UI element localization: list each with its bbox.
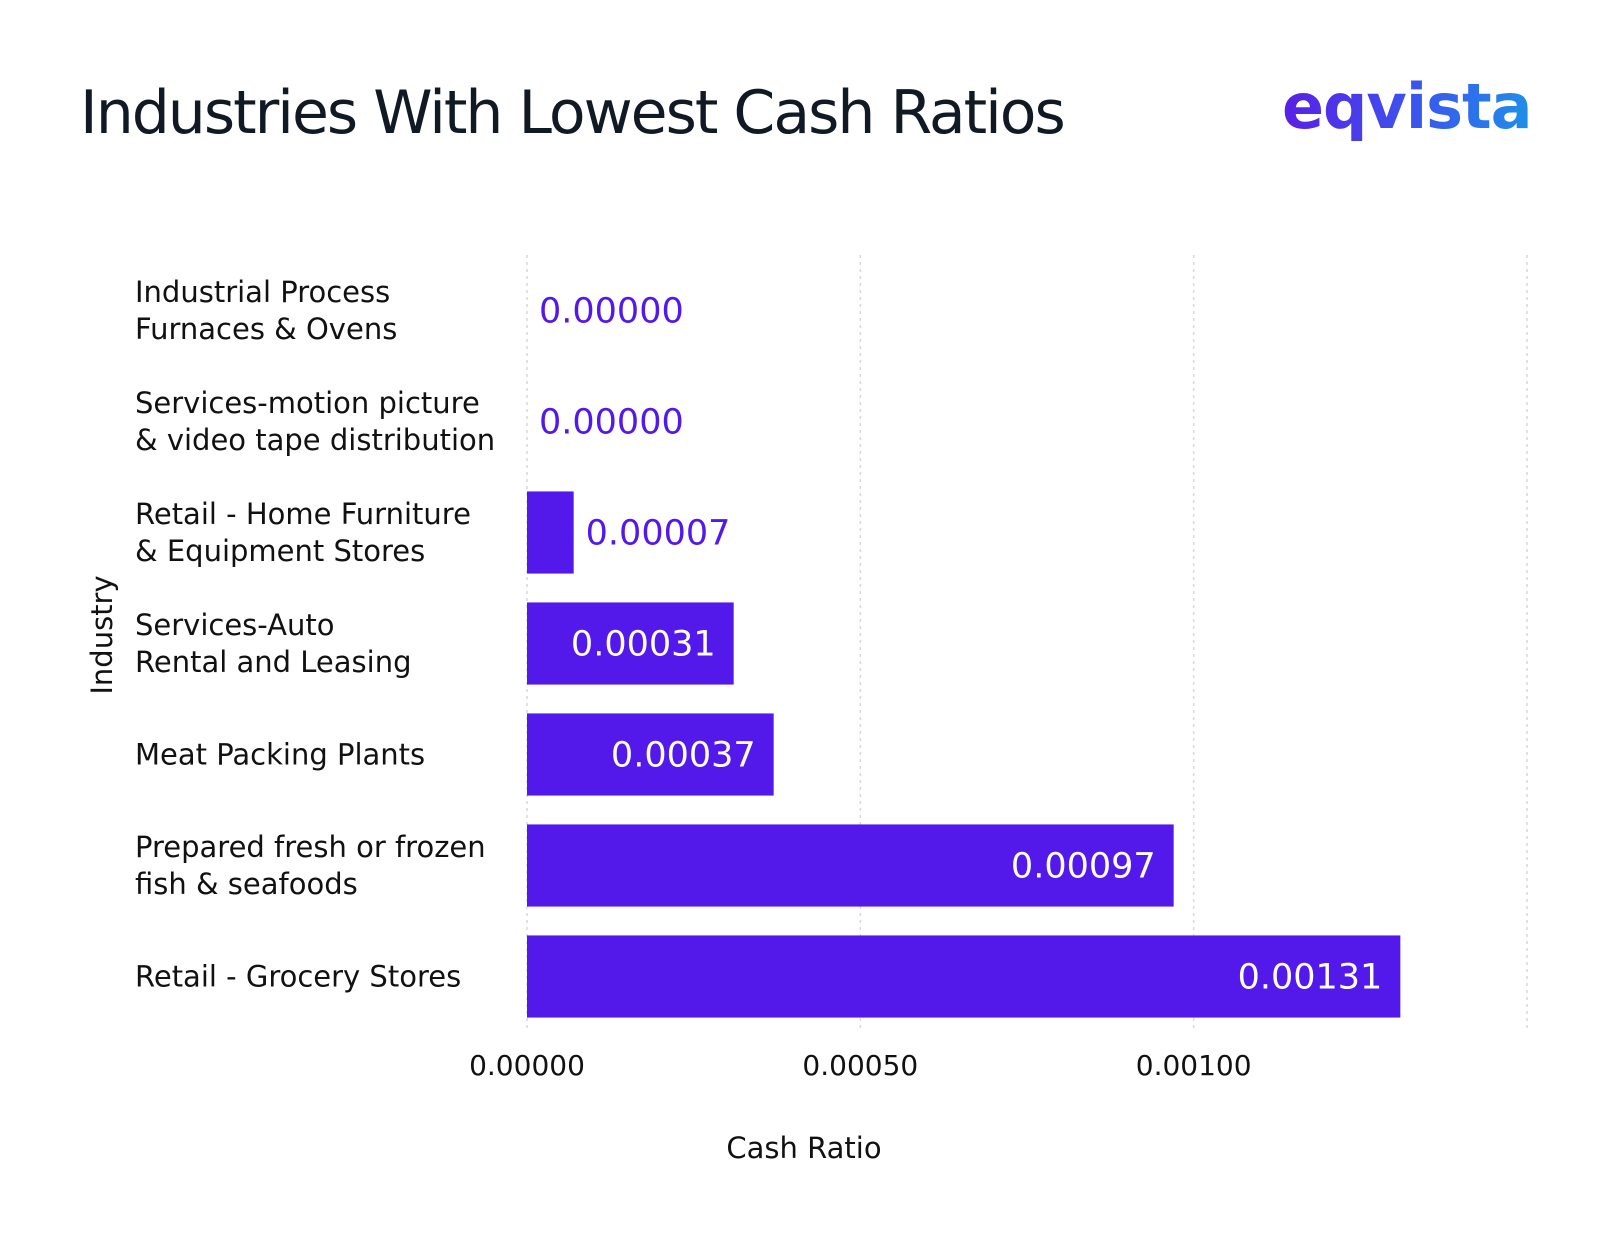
bar-2	[527, 491, 574, 574]
eqvista-logo: eqvista	[1282, 70, 1532, 143]
category-label-6: Retail - Grocery Stores	[135, 960, 461, 994]
category-label-3: Services-Auto Rental and Leasing	[135, 608, 411, 679]
y-axis-title: Industry	[85, 575, 119, 694]
category-label-0: Industrial Process Furnaces & Ovens	[135, 275, 397, 346]
bar-value-label-1: 0.00000	[539, 403, 684, 443]
x-axis-title: Cash Ratio	[726, 1131, 881, 1165]
x-tick-label-2: 0.00100	[1136, 1049, 1252, 1082]
category-label-2: Retail - Home Furniture & Equipment Store…	[135, 497, 471, 568]
bar-value-label-0: 0.00000	[539, 292, 684, 332]
category-labels: Industrial Process Furnaces & Ovens Servic…	[135, 275, 495, 994]
category-label-1: Services-motion picture & video tape dist…	[135, 386, 495, 457]
x-tick-label-1: 0.00050	[802, 1049, 918, 1082]
bar-5	[527, 824, 1174, 907]
x-tick-label-0: 0.00000	[469, 1049, 585, 1082]
bar-6	[527, 935, 1401, 1018]
x-tick-labels: 0.00000 0.00050 0.00100	[469, 1049, 1251, 1082]
chart-title: Industries With Lowest Cash Ratios	[80, 78, 1066, 148]
bar-value-label-2: 0.00007	[586, 514, 731, 554]
category-label-4: Meat Packing Plants	[135, 738, 425, 772]
category-label-5: Prepared fresh or frozen fish & seafoods	[135, 830, 486, 901]
bar-value-label-6: 0.00131	[1238, 958, 1383, 998]
bars: 0.00000 0.00000 0.00007 0.00031 0.00037 0.000…	[527, 292, 1401, 1018]
bar-4	[527, 713, 774, 796]
bar-value-label-3: 0.00031	[571, 625, 716, 665]
bar-3	[527, 602, 734, 685]
bar-value-label-5: 0.00097	[1011, 847, 1156, 887]
bar-value-label-4: 0.00037	[611, 736, 756, 776]
